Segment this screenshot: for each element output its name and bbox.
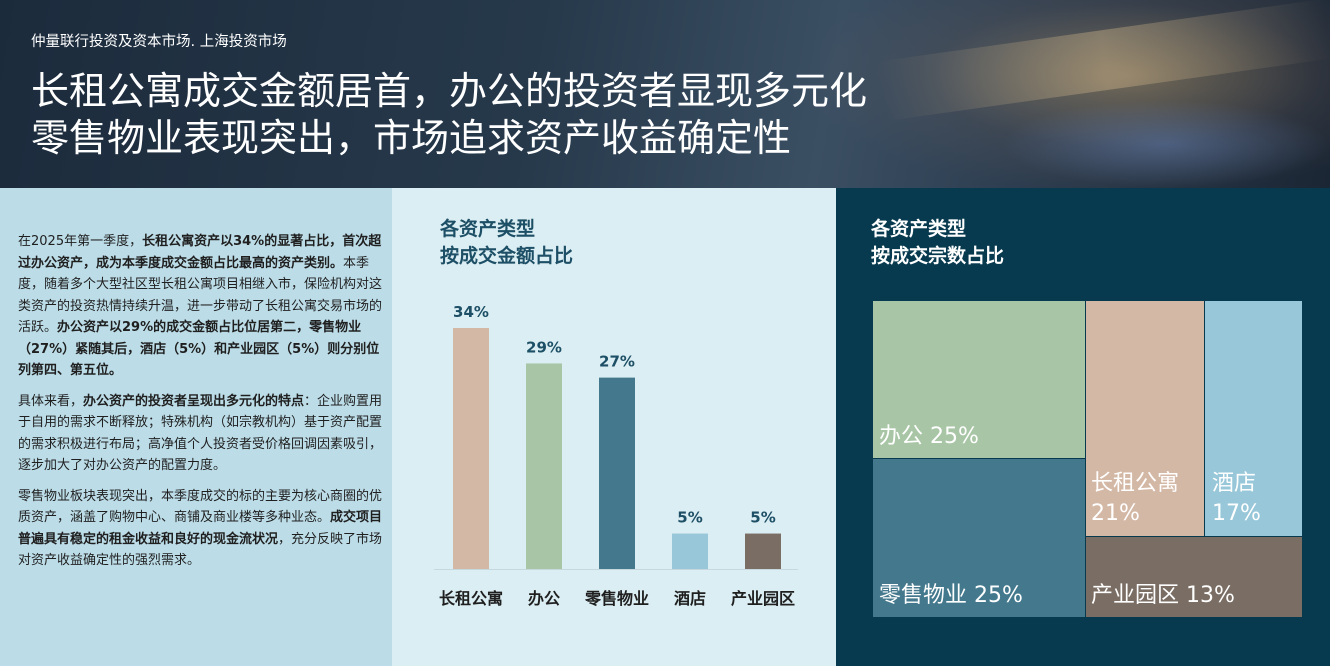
- treemap-label-hotel-name: 酒店: [1212, 471, 1257, 496]
- p3-bold-b: 成交项目普遍具有稳定的租金收益和良好的现金流状况: [18, 510, 383, 547]
- bar-value-label-2: 29%: [526, 338, 562, 356]
- city-skyline-image: [820, 0, 1330, 188]
- p2-text-c: ：企业购置用于自用的需求不断释放；特殊机构（如宗教机构）基于资产配置的需求积极进…: [18, 393, 383, 474]
- treemap-label-retail: 零售物业 25%: [879, 583, 1023, 608]
- treemap-tile-hotel: 酒店 17%: [1204, 301, 1302, 536]
- bar-chart: 34% 长租公寓 29% 办公 27% 零售物业 5% 酒店 5% 产业园区: [434, 303, 798, 608]
- page-title: 长租公寓成交金额居首，办公的投资者显现多元化 零售物业表现突出，市场追求资产收益…: [31, 68, 867, 162]
- paragraph-2: 具体来看，办公资产的投资者呈现出多元化的特点：企业购置用于自用的需求不断释放；特…: [18, 391, 388, 477]
- paragraph-1: 在2025年第一季度，长租公寓资产以34%的显著占比，首次超过办公资产，成为本季…: [18, 231, 388, 382]
- bar-value-label-5: 5%: [750, 509, 775, 527]
- bar-chart-title: 各资产类型 按成交金额占比: [440, 216, 573, 270]
- p2-bold-b: 办公资产的投资者呈现出多元化的特点: [83, 393, 305, 409]
- p1-text-c: 本季度，随着多个大型社区型长租公寓项目相继入市，保险机构对这类资产的投资热情持续…: [18, 255, 383, 336]
- title-line-1: 长租公寓成交金额居首，办公的投资者显现多元化: [31, 69, 868, 113]
- bar-3: [599, 377, 635, 569]
- p3-text-a: 零售物业板块表现突出，本季度成交的标的主要为核心商圈的优质资产，涵盖了购物中心、…: [18, 488, 383, 526]
- treemap-label-hotel-value: 17%: [1212, 501, 1261, 526]
- treemap-panel: 各资产类型 按成交宗数占比 办公 25% 零售物业 25% 长租公寓 21% 酒…: [836, 188, 1330, 666]
- title-line-2: 零售物业表现突出，市场追求资产收益确定性: [31, 116, 792, 160]
- p2-text-a: 具体来看，: [18, 393, 84, 409]
- treemap-label-office: 办公 25%: [879, 424, 979, 449]
- p1-bold-d: 办公资产以29%的成交金额占比位居第二，零售物业（27%）紧随其后，酒店（5%）…: [18, 320, 380, 378]
- treemap-title-line-1: 各资产类型: [871, 218, 967, 240]
- treemap-tile-apartment: 长租公寓 21%: [1085, 301, 1204, 536]
- treemap-label-apartment-name: 长租公寓: [1091, 471, 1180, 496]
- header-banner: 仲量联行投资及资本市场. 上海投资市场 长租公寓成交金额居首，办公的投资者显现多…: [0, 0, 1330, 188]
- bar-chart-title-line-2: 按成交金额占比: [440, 245, 574, 267]
- bar-category-label-2: 办公: [528, 589, 560, 608]
- bar-value-label-1: 34%: [453, 303, 489, 321]
- bar-1: [453, 328, 489, 569]
- bar-5: [745, 533, 781, 569]
- bar-4: [672, 533, 708, 569]
- bar-value-label-4: 5%: [677, 509, 702, 527]
- bar-category-label-1: 长租公寓: [439, 589, 503, 608]
- p1-text-a: 在2025年第一季度，: [18, 234, 143, 249]
- bar-chart-title-line-1: 各资产类型: [440, 218, 536, 240]
- treemap-title-line-2: 按成交宗数占比: [871, 245, 1005, 267]
- bar-chart-panel: 各资产类型 按成交金额占比 34% 长租公寓 29% 办公 27% 零售物业 5% 酒店 5% 产…: [392, 188, 836, 666]
- p1-bold-b: 长租公寓资产以34%的显著占比，首次超过办公资产，成为本季度成交金额占比最高的资…: [18, 234, 382, 271]
- treemap-tile-industrial-park: 产业园区 13%: [1085, 536, 1302, 617]
- bar-category-label-5: 产业园区: [731, 589, 795, 608]
- bar-value-label-3: 27%: [599, 353, 635, 371]
- treemap-label-industrial-park: 产业园区 13%: [1091, 583, 1235, 608]
- treemap-tile-retail: 零售物业 25%: [873, 458, 1085, 617]
- paragraph-3: 零售物业板块表现突出，本季度成交的标的主要为核心商圈的优质资产，涵盖了购物中心、…: [18, 486, 388, 572]
- bar-category-label-3: 零售物业: [584, 589, 649, 608]
- treemap-label-apartment-value: 21%: [1091, 501, 1140, 526]
- bar-2: [526, 363, 562, 569]
- treemap-tile-office: 办公 25%: [873, 301, 1085, 458]
- commentary-text: 在2025年第一季度，长租公寓资产以34%的显著占比，首次超过办公资产，成为本季…: [18, 231, 388, 581]
- commentary-panel: 在2025年第一季度，长租公寓资产以34%的显著占比，首次超过办公资产，成为本季…: [0, 188, 392, 666]
- bar-category-label-4: 酒店: [674, 589, 706, 608]
- p3-text-c: ，充分反映了市场对资产收益确定性的强烈需求。: [18, 531, 383, 569]
- treemap-label-apartment: 长租公寓 21%: [1091, 469, 1179, 529]
- city-lights-decoration: [1000, 100, 1330, 188]
- report-subtitle: 仲量联行投资及资本市场. 上海投资市场: [31, 34, 287, 50]
- treemap-label-hotel: 酒店 17%: [1212, 469, 1261, 529]
- treemap-title: 各资产类型 按成交宗数占比: [871, 216, 1004, 270]
